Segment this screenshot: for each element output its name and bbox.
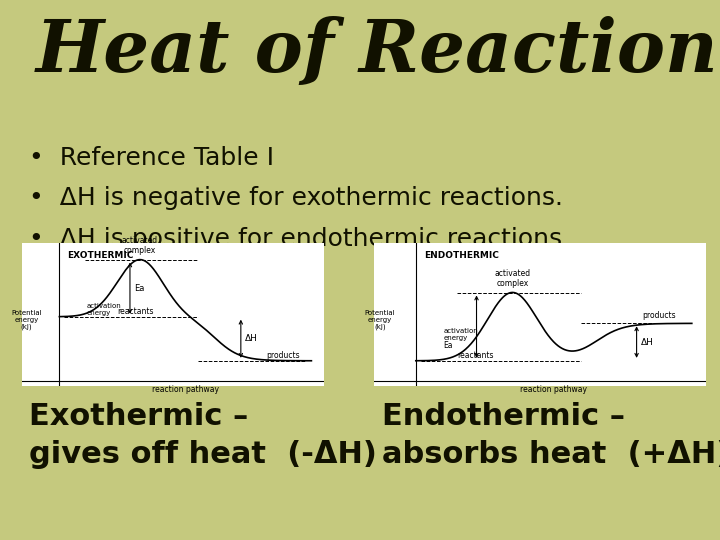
Text: EXOTHERMIC: EXOTHERMIC xyxy=(67,251,133,260)
Text: reaction pathway: reaction pathway xyxy=(152,385,219,394)
Text: Heat of Reaction: Heat of Reaction xyxy=(36,16,719,87)
Text: ENDOTHERMIC: ENDOTHERMIC xyxy=(424,251,499,260)
Text: Ea: Ea xyxy=(444,341,453,350)
Text: products: products xyxy=(642,311,676,320)
Text: Potential
energy
(kJ): Potential energy (kJ) xyxy=(12,310,42,330)
Text: activation
energy: activation energy xyxy=(87,302,122,316)
Text: gives off heat  (-ΔH): gives off heat (-ΔH) xyxy=(29,440,377,469)
Text: activated
complex: activated complex xyxy=(495,269,531,288)
Text: ΔH: ΔH xyxy=(245,334,258,343)
Text: Exothermic –: Exothermic – xyxy=(29,402,248,431)
Text: Endothermic –: Endothermic – xyxy=(382,402,625,431)
Text: •  ΔH is positive for endothermic reactions.: • ΔH is positive for endothermic reactio… xyxy=(29,227,570,251)
Text: •  Reference Table I: • Reference Table I xyxy=(29,146,274,170)
Text: activated
complex: activated complex xyxy=(122,235,158,255)
Text: reaction pathway: reaction pathway xyxy=(521,385,588,394)
Text: activation
energy: activation energy xyxy=(444,328,478,341)
Text: absorbs heat  (+ΔH): absorbs heat (+ΔH) xyxy=(382,440,720,469)
Text: •  ΔH is negative for exothermic reactions.: • ΔH is negative for exothermic reaction… xyxy=(29,186,563,210)
Text: Potential
energy
(kJ): Potential energy (kJ) xyxy=(364,310,395,330)
Text: Ea: Ea xyxy=(134,284,144,293)
Text: ΔH: ΔH xyxy=(641,338,654,347)
Text: reactants: reactants xyxy=(457,350,494,360)
Text: reactants: reactants xyxy=(117,307,154,316)
Text: products: products xyxy=(266,350,300,360)
